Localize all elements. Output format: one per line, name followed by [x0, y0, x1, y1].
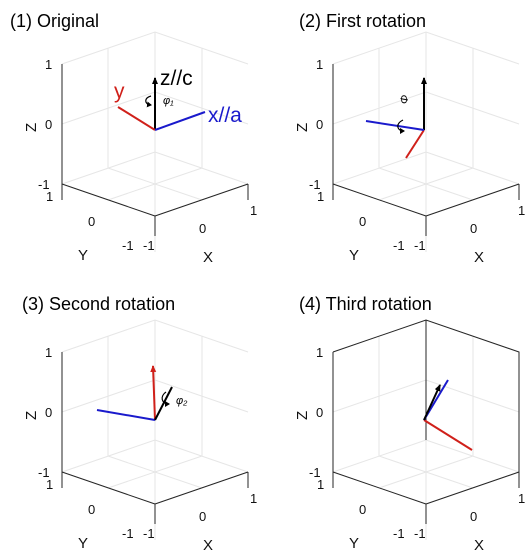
rotation-arrow-icon: [161, 391, 170, 407]
panel-3d-box: [332, 319, 520, 540]
angle-annotation: φ₂: [176, 395, 188, 407]
panel-2: (2) First rotation 1 0 -1 Z 1 0 -1 Y -1 …: [294, 11, 525, 266]
y-tick: 1: [317, 189, 324, 204]
y-vector: [423, 419, 473, 451]
panel-title: (3) Second rotation: [22, 294, 175, 314]
x-vector: [96, 409, 156, 421]
rotation-arrow-icon: [397, 119, 405, 134]
x-tick: 1: [250, 203, 257, 218]
y-tick: 0: [359, 502, 366, 517]
x-tick: 0: [470, 221, 477, 236]
y-tick: 1: [317, 477, 324, 492]
angle-annotation: Φ: [399, 95, 411, 104]
y-tick: 0: [88, 214, 95, 229]
y-tick: 0: [88, 502, 95, 517]
z-annotation: z//c: [160, 67, 193, 90]
x-tick: -1: [143, 526, 155, 541]
x-tick: -1: [143, 238, 155, 253]
z-tick: -1: [309, 465, 321, 480]
y-tick: 0: [359, 214, 366, 229]
x-axis-label: X: [203, 249, 213, 266]
y-tick: -1: [393, 238, 405, 253]
y-tick: -1: [122, 238, 134, 253]
y-vector: [150, 365, 157, 421]
z-tick: 1: [316, 57, 323, 72]
x-vector: [365, 120, 425, 131]
x-tick: 0: [470, 509, 477, 524]
z-tick: 0: [316, 405, 323, 420]
z-tick: 0: [45, 117, 52, 132]
z-tick: 0: [316, 117, 323, 132]
z-tick: -1: [309, 177, 321, 192]
y-annotation: y: [114, 80, 125, 103]
x-tick: -1: [414, 238, 426, 253]
z-tick: -1: [38, 177, 50, 192]
x-tick: 0: [199, 509, 206, 524]
x-axis-label: X: [474, 537, 484, 553]
y-axis-label: Y: [349, 247, 359, 264]
panel-1: (1) Original 1 0 -1 Z 1 0 -1 Y -1 0 1 X …: [10, 11, 257, 266]
z-vector: [423, 384, 441, 421]
x-axis-label: X: [203, 537, 213, 553]
y-axis-label: Y: [78, 535, 88, 552]
y-vector: [117, 106, 156, 131]
x-tick: 1: [518, 491, 525, 506]
z-tick: 0: [45, 405, 52, 420]
y-tick: 1: [46, 189, 53, 204]
x-tick: 0: [199, 221, 206, 236]
z-tick: 1: [45, 57, 52, 72]
panel-title: (1) Original: [10, 11, 99, 31]
z-axis-label: Z: [294, 123, 311, 132]
y-vector: [405, 129, 425, 159]
panel-3: (3) Second rotation 1 0 -1 Z 1 0 -1 Y -1…: [22, 294, 257, 553]
y-tick: 1: [46, 477, 53, 492]
z-tick: 1: [316, 345, 323, 360]
y-axis-label: Y: [78, 247, 88, 264]
angle-annotation: φ₁: [163, 95, 174, 107]
z-axis-label: Z: [23, 411, 40, 420]
z-axis-label: Z: [294, 411, 311, 420]
x-vector: [154, 111, 206, 131]
y-axis-label: Y: [349, 535, 359, 552]
z-vector: [154, 386, 173, 421]
panel-title: (2) First rotation: [299, 11, 426, 31]
panel-title: (4) Third rotation: [299, 294, 432, 314]
z-axis-label: Z: [23, 123, 40, 132]
rotation-arrow-icon: [145, 95, 152, 108]
panel-4: (4) Third rotation 1 0 -1 Z 1 0 -1 Y -1 …: [294, 294, 525, 553]
panel-3d-box: [61, 319, 249, 540]
x-tick: 1: [518, 203, 525, 218]
x-annotation: x//a: [208, 104, 242, 127]
panel-3d-box: [332, 31, 520, 252]
z-tick: -1: [38, 465, 50, 480]
y-tick: -1: [122, 526, 134, 541]
x-tick: -1: [414, 526, 426, 541]
x-axis-label: X: [474, 249, 484, 266]
y-tick: -1: [393, 526, 405, 541]
z-tick: 1: [45, 345, 52, 360]
x-tick: 1: [250, 491, 257, 506]
